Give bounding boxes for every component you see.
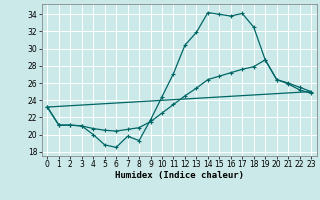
- X-axis label: Humidex (Indice chaleur): Humidex (Indice chaleur): [115, 171, 244, 180]
